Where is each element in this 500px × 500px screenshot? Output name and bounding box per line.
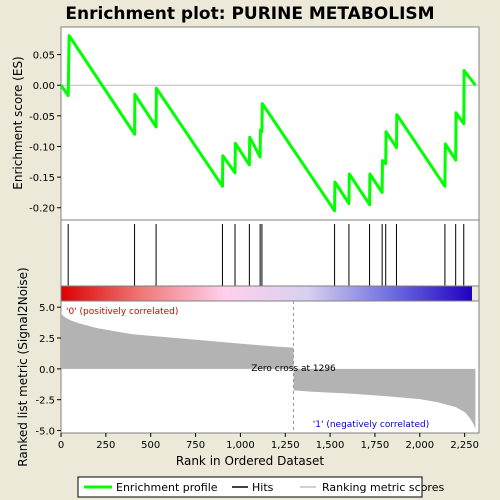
negative-correlation-label: '1' (negatively correlated) (313, 420, 429, 430)
rank-x-tick-label: 750 (186, 440, 205, 451)
rank-x-tick-label: 2,250 (450, 440, 479, 451)
es-y-tick-label: -0.20 (29, 204, 55, 215)
rank-x-axis: 0 250 500 750 1,000 1,250 1,500 1,750 2,000 2,250 (58, 433, 479, 451)
rank-x-tick-label: 250 (96, 440, 115, 451)
chart-title: Enrichment plot: PURINE METABOLISM (65, 4, 434, 24)
rank-x-axis-label: Rank in Ordered Dataset (176, 454, 324, 468)
ranking-metric-fill (61, 310, 476, 429)
enrichment-profile-line (59, 34, 477, 213)
positive-correlation-label: '0' (positively correlated) (66, 307, 178, 317)
zero-cross-label: Zero cross at 1296 (251, 364, 336, 374)
legend-box (77, 476, 423, 498)
rank-x-tick-label: 1,250 (271, 440, 300, 451)
rank-x-tick-label: 2,000 (405, 440, 434, 451)
es-y-tick-label: 0.05 (33, 51, 55, 62)
rank-x-tick-label: 1,500 (316, 440, 345, 451)
rank-x-tick-label: 500 (141, 440, 160, 451)
metric-y-tick-label: -5.0 (35, 427, 55, 438)
metric-y-tick-label: -2.5 (35, 396, 55, 407)
es-y-axis-label: Enrichment score (ES) (11, 56, 25, 189)
hits-panel (60, 219, 480, 287)
legend-label: Enrichment profile (116, 481, 218, 494)
es-y-tick-label: 0.00 (33, 81, 55, 92)
rank-x-tick-label: 1,750 (361, 440, 390, 451)
es-plot-area (60, 26, 480, 221)
metric-y-axis-label: Ranked list metric (Signal2Noise) (16, 267, 30, 466)
ranking-heat-bar (61, 286, 472, 301)
hit-markers (67, 224, 465, 286)
ranking-metric-area (61, 310, 476, 429)
legend: Enrichment profile Hits Ranking metric sco… (84, 481, 444, 494)
metric-y-tick-label: 5.0 (39, 303, 55, 314)
legend-label: Ranking metric scores (322, 481, 444, 494)
es-y-tick-label: -0.15 (29, 173, 55, 184)
metric-y-tick-label: 2.5 (39, 334, 55, 345)
es-y-tick-label: -0.05 (29, 112, 55, 123)
rank-x-tick-label: 1,000 (226, 440, 255, 451)
rank-x-tick-label: 0 (58, 440, 64, 451)
es-y-axis: 0.05 0.00 -0.05 -0.10 -0.15 -0.20 (29, 51, 479, 215)
es-y-tick-label: -0.10 (29, 142, 55, 153)
metric-y-axis: 5.0 2.5 0.0 -2.5 -5.0 (35, 303, 61, 438)
legend-label: Hits (252, 481, 274, 494)
metric-y-tick-label: 0.0 (39, 365, 55, 376)
enrichment-profile-path (59, 34, 477, 213)
